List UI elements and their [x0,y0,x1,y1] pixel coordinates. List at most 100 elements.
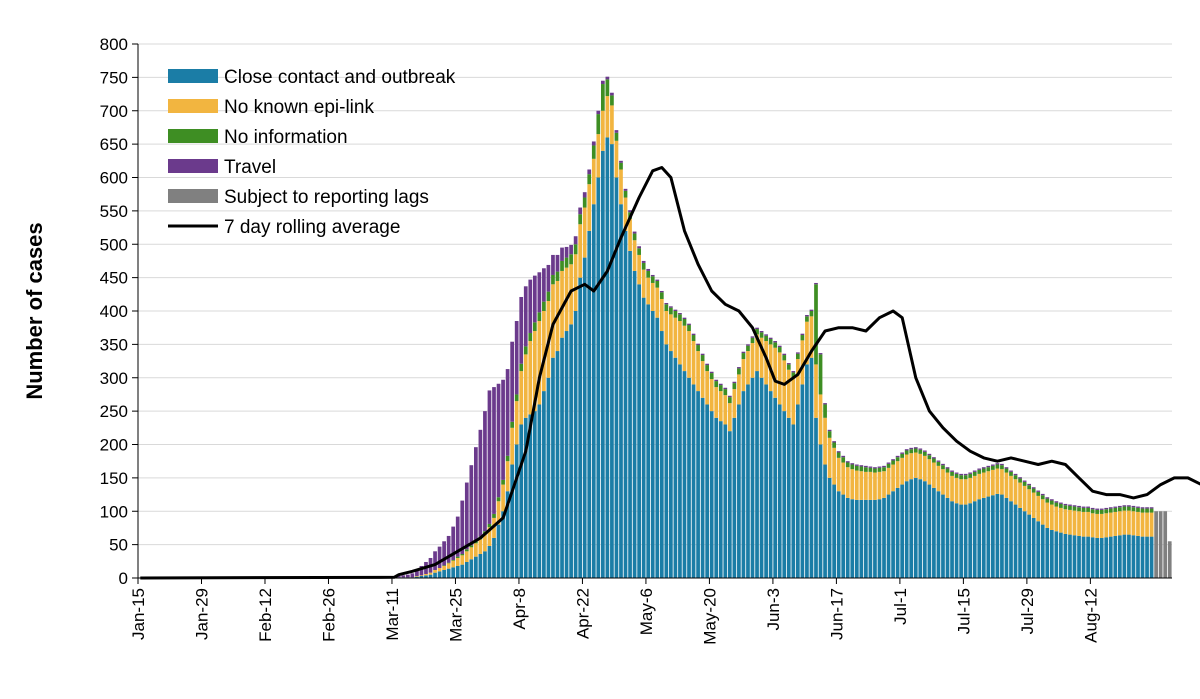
bar-no-epi-link [510,427,515,465]
bar-no-epi-link [428,572,433,575]
bar-no-epi-link [637,254,641,285]
y-tick-label: 500 [100,235,128,254]
bar-travel [886,462,891,464]
bar-no-information [641,262,646,270]
bar-no-information [555,271,560,281]
bar-no-information [986,467,991,472]
bar-travel [1149,507,1154,509]
bar-close-contact [537,404,542,578]
bar-no-information [614,132,619,141]
bar-travel [868,466,873,468]
bar-close-contact [1095,537,1100,578]
bar-close-contact [1040,524,1045,578]
bar-close-contact [564,331,569,578]
bar-close-contact [950,501,954,578]
bar-close-contact [700,397,705,578]
bar-no-epi-link [1004,472,1009,498]
bar-no-information [900,453,905,458]
bar-close-contact [1018,507,1022,578]
bar-no-epi-link [936,465,941,492]
bar-travel [1072,505,1077,507]
bar-no-epi-link [474,543,478,557]
bar-no-information [1081,507,1086,512]
bar-no-epi-link [1104,513,1109,538]
bar-close-contact [460,564,465,578]
bar-no-information [596,114,601,135]
bar-close-contact [433,572,437,578]
bar-no-epi-link [1022,485,1027,512]
bar-close-contact [1063,533,1068,578]
bar-close-contact [510,464,515,578]
bar-no-epi-link [945,472,950,498]
bar-travel [678,313,682,315]
legend-label: No information [224,127,348,148]
bar-no-epi-link [1045,502,1050,528]
bar-travel [682,317,687,320]
bar-no-information [1077,507,1081,512]
bar-close-contact [795,404,800,578]
bar-no-information [968,473,973,478]
bar-close-contact [1059,532,1063,578]
bar-no-information [623,190,628,198]
bar-travel [483,411,487,532]
bar-no-information [1040,495,1045,500]
bar-no-information [995,464,1000,469]
bar-close-contact [777,404,782,578]
bar-no-information [850,464,855,470]
bar-no-epi-link [836,457,841,492]
bar-no-epi-link [528,341,533,415]
bar-travel [945,467,950,469]
bar-no-epi-link [659,298,664,332]
bar-close-contact [727,431,732,578]
bar-close-contact [773,397,778,578]
bar-no-information [1009,471,1013,476]
bar-close-contact [718,421,723,578]
bar-travel [451,526,456,560]
bar-no-epi-link [954,477,959,504]
legend-label: No known epi-link [224,97,374,118]
bar-travel [913,447,918,449]
y-tick-label: 600 [100,169,128,188]
bar-travel [759,331,764,333]
bar-close-contact [850,499,855,578]
bar-travel [841,455,846,458]
bar-travel [510,341,515,422]
bar-no-information [818,354,823,395]
axes: 0 50 100 150 200 250 300 350 400 450 500 550 600 650 7… [100,35,1172,645]
bar-close-contact [963,504,968,578]
bar-close-contact [909,479,914,578]
bar-no-information [868,467,873,472]
bar-no-epi-link [673,317,678,358]
bar-no-information [487,523,492,528]
bar-no-epi-link [1000,469,1004,495]
bar-close-contact [959,504,963,578]
bar-travel [741,351,746,354]
bar-no-epi-link [709,379,714,412]
bar-no-information [814,284,818,365]
legend-label: Subject to reporting lags [224,187,429,208]
bar-no-information [1068,505,1072,510]
bar-close-contact [578,277,583,578]
bar-no-information [460,553,465,556]
bar-no-information [510,421,515,428]
bar-no-epi-link [519,371,524,425]
bar-close-contact [1036,521,1041,578]
bar-travel [768,337,773,340]
bar-travel [673,309,678,311]
bar-travel [782,353,787,356]
bar-close-contact [551,357,555,578]
x-tick-label: Jun-3 [764,588,783,631]
bar-no-information [650,276,655,283]
rolling-average-path [140,166,1200,580]
bar-no-epi-link [773,347,778,398]
bar-travel [555,254,560,272]
bar-no-epi-link [741,359,746,392]
bar-no-epi-link [460,555,465,565]
bar-travel [1113,506,1118,508]
bar-travel [455,516,460,557]
bar-no-epi-link [727,403,732,432]
bar-close-contact [968,503,973,578]
bar-no-information [1036,491,1041,496]
legend-label: Close contact and outbreak [224,67,456,88]
